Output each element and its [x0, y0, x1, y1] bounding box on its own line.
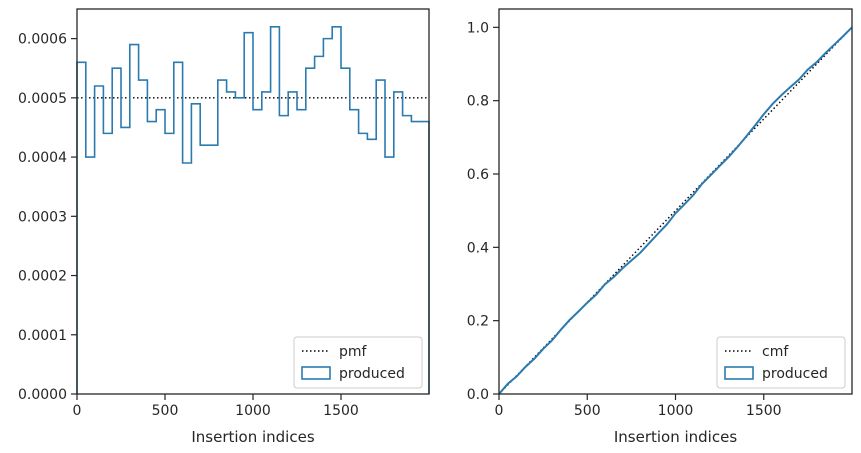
y-tick-label: 0.0002 [18, 269, 67, 285]
y-tick-label: 0.0005 [18, 91, 67, 107]
x-tick-label: 0 [495, 403, 504, 419]
x-tick-label: 1500 [323, 403, 359, 419]
legend: pmf produced [293, 336, 423, 389]
y-tick-label: 0.0004 [18, 150, 67, 166]
axes-frame [498, 8, 853, 395]
legend-box [716, 336, 846, 389]
x-tick-label: 1000 [658, 403, 694, 419]
x-tick-label: 0 [73, 403, 82, 419]
legend-box [293, 336, 423, 389]
y-tick-label: 0.8 [467, 94, 489, 110]
legend-swatch-produced [301, 366, 331, 380]
y-tick-label: 0.0000 [18, 387, 67, 403]
y-tick-label: 0.0 [467, 387, 489, 403]
x-tick-label: 500 [574, 403, 601, 419]
legend-label-produced: produced [762, 366, 828, 382]
y-tick-label: 0.4 [467, 240, 489, 256]
series-produced-line [498, 26, 853, 395]
legend-label-cmf: cmf [762, 344, 789, 360]
y-tick-label: 0.0001 [18, 328, 67, 344]
y-tick-label: 0.2 [467, 314, 489, 330]
x-tick-label: 1500 [746, 403, 782, 419]
series-produced-line [76, 25, 430, 394]
legend: cmf produced [716, 336, 846, 389]
legend-label-produced: produced [339, 366, 405, 382]
pmf-panel: 0 500 1000 1500 0.0000 0.0001 0.0002 0.0003 0.00… [18, 8, 430, 446]
x-tick-label: 500 [152, 403, 179, 419]
y-tick-label: 0.0003 [18, 209, 67, 225]
y-tick-label: 0.0006 [18, 32, 67, 48]
x-tick-label: 1000 [235, 403, 271, 419]
cmf-panel: 0 500 1000 1500 0.0 0.2 0.4 0.6 0.8 1.0 Insertion … [467, 8, 853, 446]
y-tick-label: 1.0 [467, 20, 489, 36]
y-tick-label: 0.6 [467, 167, 489, 183]
legend-swatch-produced [724, 366, 754, 380]
x-axis-label: Insertion indices [191, 428, 314, 446]
x-axis-label: Insertion indices [614, 428, 737, 446]
legend-label-pmf: pmf [339, 344, 368, 360]
